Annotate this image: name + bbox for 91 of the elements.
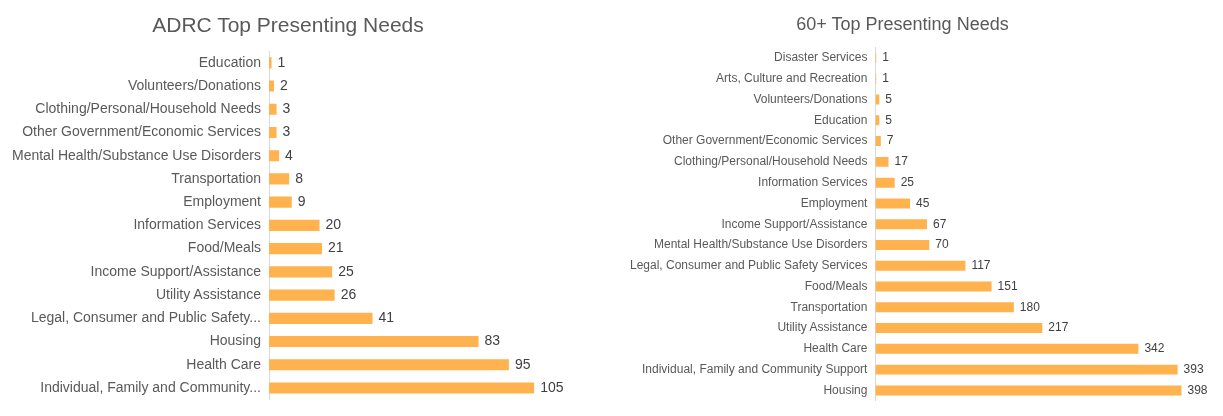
y-tick-label: Education (814, 112, 868, 127)
data-label: 3 (282, 100, 291, 117)
y-tick-label: Housing (823, 382, 868, 397)
y-tick-label: Utility Assistance (777, 320, 868, 335)
y-tick-label: Disaster Services (774, 50, 868, 65)
bar (269, 312, 373, 324)
data-label: 4 (285, 146, 294, 163)
data-label: 217 (1048, 320, 1069, 335)
bar (269, 196, 292, 208)
bar (875, 198, 911, 209)
y-tick-label: Housing (209, 332, 262, 349)
y-tick-label: Information Services (133, 216, 262, 233)
y-tick-label: Arts, Culture and Recreation (716, 71, 868, 86)
bar (875, 219, 927, 230)
data-label: 83 (484, 332, 501, 349)
bar (875, 385, 1182, 396)
data-label: 1 (277, 53, 286, 70)
data-label: 398 (1187, 382, 1208, 397)
y-tick-label: Employment (800, 195, 869, 210)
y-tick-label: Mental Health/Substance Use Disorders (11, 146, 262, 163)
data-label: 25 (900, 174, 915, 189)
data-label: 9 (297, 193, 306, 210)
bar (269, 173, 290, 185)
data-label: 95 (514, 355, 531, 372)
data-label: 2 (280, 76, 289, 93)
bar (875, 136, 881, 147)
data-label: 1 (882, 71, 890, 86)
chart-title: 60+ Top Presenting Needs (796, 13, 1009, 34)
y-tick-label: Individual, Family and Community Support (642, 361, 869, 376)
y-tick-label: Other Government/Economic Services (22, 123, 262, 140)
bar (875, 239, 930, 250)
y-tick-label: Legal, Consumer and Public Safety... (30, 309, 262, 326)
y-tick-label: Volunteers/Donations (753, 91, 868, 106)
bar (269, 243, 323, 255)
bar (875, 156, 889, 167)
data-label: 70 (935, 237, 949, 252)
y-tick-label: Clothing/Personal/Household Needs (35, 100, 262, 117)
bar (875, 260, 966, 271)
chart-title: ADRC Top Presenting Needs (152, 13, 424, 37)
y-tick-label: Health Care (186, 355, 262, 372)
bar (875, 302, 1014, 313)
bar (875, 343, 1139, 354)
bar (269, 359, 509, 371)
y-tick-label: Volunteers/Donations (127, 76, 262, 93)
bar (875, 281, 992, 292)
data-label: 8 (295, 169, 304, 186)
bar (269, 103, 277, 115)
data-label: 41 (378, 309, 395, 326)
y-tick-label: Food/Meals (804, 278, 868, 293)
bar (269, 335, 479, 348)
data-label: 5 (885, 91, 893, 106)
y-tick-label: Other Government/Economic Services (662, 133, 868, 148)
bar (269, 266, 333, 278)
y-tick-label: Transportation (790, 299, 868, 314)
data-label: 3 (282, 123, 291, 140)
data-label: 180 (1019, 299, 1041, 314)
y-tick-label: Mental Health/Substance Use Disorders (654, 237, 868, 252)
data-label: 45 (916, 195, 930, 210)
y-tick-label: Information Services (758, 174, 868, 189)
data-label: 21 (328, 239, 344, 256)
bar (875, 323, 1043, 334)
data-label: 5 (885, 112, 893, 127)
bar (875, 177, 895, 188)
bar (875, 364, 1178, 375)
bar (269, 126, 277, 139)
y-tick-label: Transportation (171, 169, 262, 186)
data-label: 151 (997, 278, 1018, 293)
y-tick-label: Education (198, 53, 262, 70)
y-tick-label: Health Care (803, 341, 868, 356)
data-label: 117 (971, 258, 991, 273)
data-label: 7 (886, 133, 894, 148)
bar (269, 289, 335, 301)
data-label: 20 (325, 216, 342, 233)
data-label: 1 (882, 50, 890, 65)
y-tick-label: Employment (183, 193, 262, 210)
y-tick-label: Clothing/Personal/Household Needs (674, 154, 868, 169)
data-label: 67 (932, 216, 947, 231)
data-label: 393 (1183, 361, 1204, 376)
y-tick-label: Income Support/Assistance (90, 262, 262, 279)
y-tick-label: Food/Meals (187, 239, 262, 256)
data-label: 342 (1144, 341, 1165, 356)
y-tick-label: Utility Assistance (155, 285, 262, 302)
bar (269, 219, 320, 231)
data-label: 25 (338, 262, 354, 279)
data-label: 26 (340, 285, 357, 302)
y-tick-label: Individual, Family and Community... (40, 378, 262, 395)
data-label: 17 (894, 154, 909, 169)
bar (269, 382, 535, 394)
y-tick-label: Income Support/Assistance (721, 216, 868, 231)
data-label: 105 (540, 378, 564, 395)
y-tick-label: Legal, Consumer and Public Safety Services (629, 258, 868, 273)
